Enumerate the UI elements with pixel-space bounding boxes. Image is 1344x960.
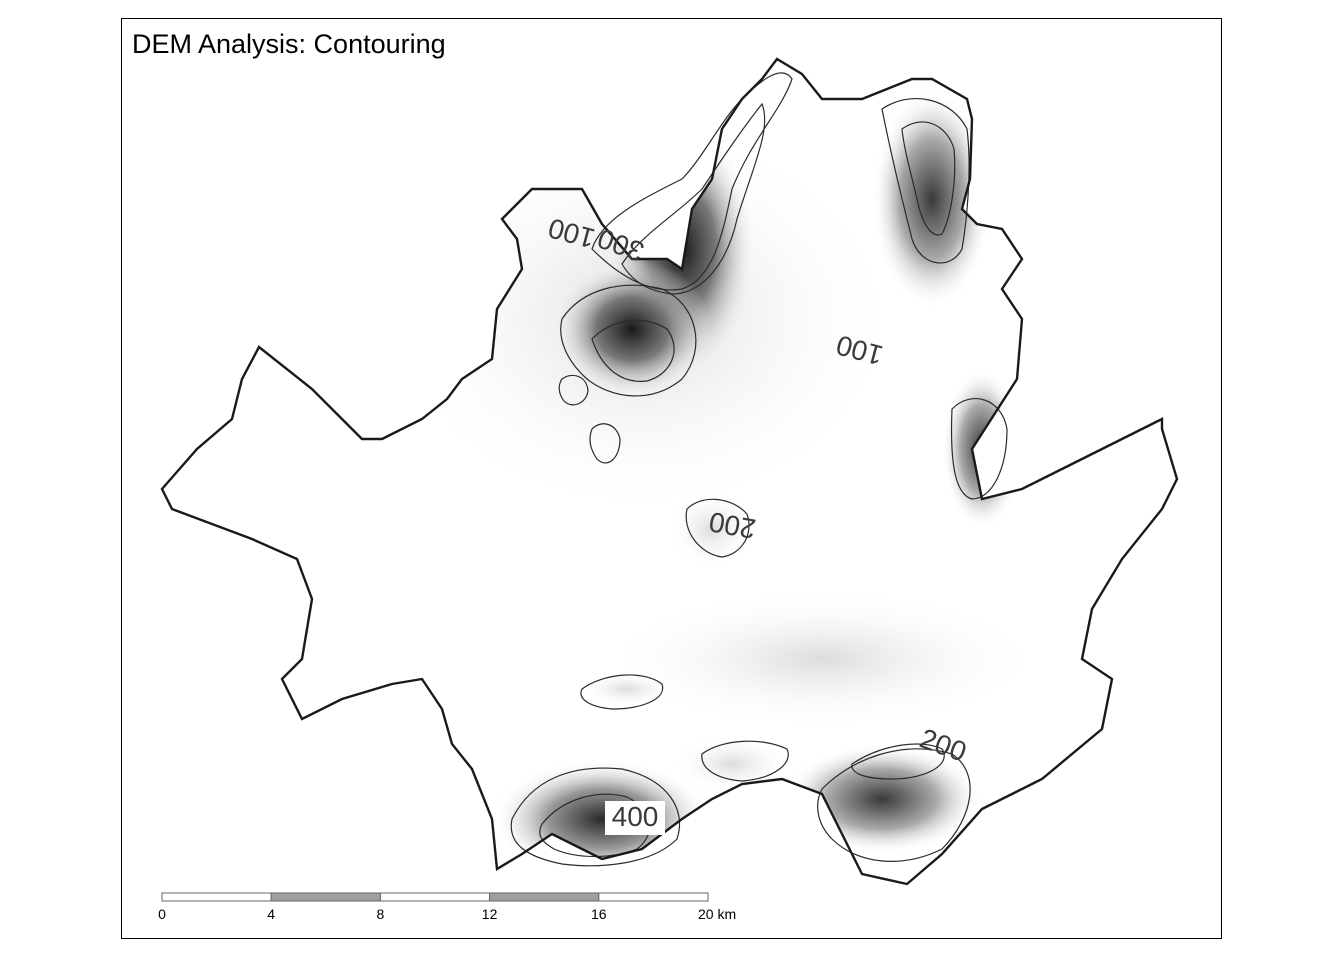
map-title: DEM Analysis: Contouring	[132, 29, 446, 59]
light-terrain-south	[602, 589, 1042, 729]
hill-center	[667, 489, 757, 569]
scale-segment	[379, 892, 491, 902]
contour-line	[580, 674, 664, 710]
scale-tick-label: 8	[377, 906, 385, 922]
scale-segment	[598, 892, 709, 902]
contour-line	[591, 319, 675, 382]
contour-line	[901, 121, 956, 236]
contour-label-halo	[605, 801, 665, 835]
scale-segment	[270, 892, 381, 902]
mountain-east	[942, 369, 1022, 529]
contour-lines	[510, 72, 1008, 867]
map-canvas[interactable]: 100 300 100 200 200 400 0 4 8 12 16 20 km	[122, 19, 1222, 939]
scale-tick-label: 20 km	[698, 906, 736, 922]
scale-segment	[161, 892, 272, 902]
contour-line	[817, 748, 971, 862]
contour-line	[591, 72, 793, 291]
contour-line	[701, 740, 789, 782]
contour-line	[685, 498, 750, 558]
contour-line	[851, 743, 945, 780]
scale-tick-label: 12	[482, 906, 498, 922]
contour-line	[560, 284, 697, 397]
scale-tick-label: 16	[591, 906, 607, 922]
contour-label-s-400: 400	[605, 801, 665, 835]
contour-line	[510, 767, 681, 867]
scale-segments	[161, 892, 709, 902]
scale-tick-label: 4	[267, 906, 275, 922]
contour-label-text: 400	[612, 801, 659, 832]
elevation-raster	[162, 59, 1177, 884]
contour-line	[558, 374, 589, 406]
hill-south-center	[672, 734, 792, 794]
contour-line	[589, 423, 621, 464]
scale-tick-label: 0	[158, 906, 166, 922]
scale-segment	[489, 892, 600, 902]
scale-bar: 0 4 8 12 16 20 km	[158, 892, 736, 922]
contour-line	[881, 98, 970, 264]
map-frame: 100 300 100 200 200 400 0 4 8 12 16 20 km	[121, 18, 1222, 939]
contour-line	[950, 398, 1008, 500]
hill-south-low	[577, 671, 677, 707]
mountain-ne	[872, 89, 992, 309]
scale-ticks: 0 4 8 12 16 20 km	[158, 906, 736, 922]
contour-line	[539, 793, 650, 858]
